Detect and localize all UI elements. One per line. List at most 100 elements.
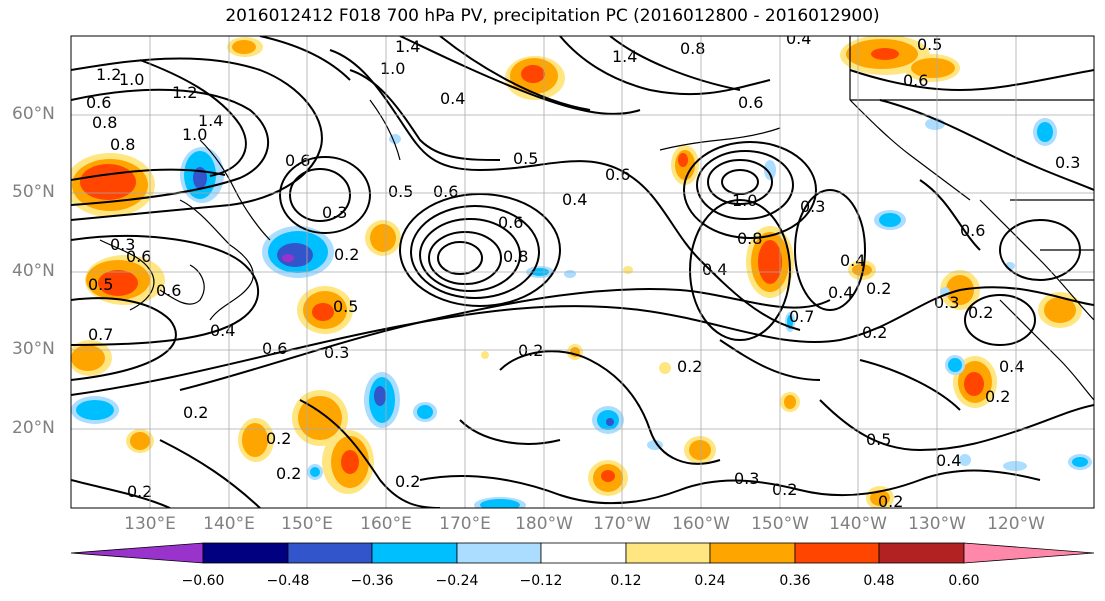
lon-label: 160°E: [360, 514, 412, 534]
contour-label: 0.6: [433, 182, 458, 201]
contour-label: 0.2: [968, 303, 993, 322]
contour-label: 0.7: [88, 325, 113, 344]
lon-label: 170°W: [593, 514, 651, 534]
contour-label: 0.5: [513, 149, 538, 168]
contour-label: 0.3: [734, 469, 759, 488]
contour-label: 0.8: [110, 135, 135, 154]
contour-label: 0.4: [840, 251, 865, 270]
colorbar-tick-label: 0.36: [779, 573, 811, 589]
contour-label: 0.3: [322, 203, 347, 222]
contour-label: 0.6: [738, 93, 763, 112]
contour-label: 1.4: [198, 111, 223, 130]
contour-label: 0.6: [498, 213, 523, 232]
contour-label: 0.5: [866, 430, 891, 449]
contour-label: 0.6: [960, 221, 985, 240]
colorbar-tick-label: −0.12: [519, 573, 563, 589]
contour-label: 0.3: [324, 343, 349, 362]
contour-label: 1.4: [612, 47, 637, 66]
lon-label: 140°E: [203, 514, 255, 534]
colorbar-tick-label: 0.24: [694, 573, 726, 589]
contour-label: 1.2: [172, 83, 197, 102]
colorbar-tick-label: 0.60: [948, 573, 980, 589]
contour-label: 0.8: [503, 247, 528, 266]
contour-label: 0.2: [772, 480, 797, 499]
colorbar-segment: [709, 542, 796, 564]
contour-label: 0.6: [605, 165, 630, 184]
lon-label: 160°W: [672, 514, 730, 534]
contour-label: 0.3: [1055, 153, 1080, 172]
contour-label: 0.2: [862, 323, 887, 342]
colorbar-tick-label: −0.24: [435, 573, 479, 589]
contour-label: 1.2: [96, 65, 121, 84]
pv-contours: [71, 36, 1094, 508]
contour-label: 0.5: [388, 182, 413, 201]
contour-label: 1.0: [732, 191, 757, 210]
colorbar-tick-label: −0.48: [266, 573, 310, 589]
contour-label: 0.4: [440, 89, 465, 108]
contour-label: 0.6: [156, 281, 181, 300]
contour-label: 0.6: [285, 151, 310, 170]
colorbar-segment: [625, 542, 711, 564]
contour-label: 0.2: [878, 492, 903, 511]
lat-label: 50°N: [12, 182, 55, 202]
lon-label: 150°E: [281, 514, 333, 534]
contour-label: 0.2: [518, 341, 543, 360]
contour-label: 0.2: [677, 357, 702, 376]
contour-label: 1.4: [395, 37, 420, 56]
contour-label: 0.2: [276, 464, 301, 483]
contour-label: 0.4: [786, 29, 811, 48]
contour-label: 0.6: [262, 339, 287, 358]
lat-label: 30°N: [12, 339, 55, 359]
contour-label: 0.2: [866, 279, 891, 298]
contour-label: 0.2: [127, 482, 152, 501]
contour-label: 0.2: [266, 429, 291, 448]
contour-label: 0.8: [92, 113, 117, 132]
contour-label: 0.4: [828, 283, 853, 302]
colorbar-tick-label: 0.48: [863, 573, 895, 589]
lon-label: 130°W: [908, 514, 966, 534]
coastlines: [99, 36, 1094, 401]
colorbar-segment: [371, 542, 458, 564]
contour-label: 0.8: [680, 39, 705, 58]
contour-label: 0.2: [985, 387, 1010, 406]
colorbar-segment: [878, 542, 965, 564]
lon-label: 150°W: [751, 514, 809, 534]
lat-label: 40°N: [12, 261, 55, 281]
contour-label: 0.3: [800, 197, 825, 216]
contour-label: 1.0: [182, 125, 207, 144]
contour-label: 1.0: [380, 59, 405, 78]
contour-label: 0.6: [86, 93, 111, 112]
lat-label: 60°N: [12, 104, 55, 124]
colorbar-tick-label: −0.36: [350, 573, 394, 589]
lon-label: 130°E: [124, 514, 176, 534]
precip-shading: [71, 36, 1092, 508]
map-frame: [70, 35, 1095, 509]
colorbar-segment: [540, 542, 627, 564]
contour-label: 1.0: [119, 70, 144, 89]
contour-label: 0.2: [334, 245, 359, 264]
contour-label: 0.4: [702, 260, 727, 279]
contour-label: 0.2: [183, 403, 208, 422]
lon-label: 120°W: [987, 514, 1045, 534]
contour-label: 0.3: [110, 235, 135, 254]
lon-label: 180°W: [515, 514, 573, 534]
colorbar: [70, 542, 1095, 564]
lon-label: 140°W: [829, 514, 887, 534]
contour-label: 0.3: [934, 293, 959, 312]
graticule: [71, 36, 1094, 508]
contour-label: 0.4: [936, 451, 961, 470]
map-title: 2016012412 F018 700 hPa PV, precipitatio…: [225, 6, 880, 26]
contour-label: 0.5: [88, 275, 113, 294]
contour-label: 0.8: [737, 229, 762, 248]
contour-label: 0.2: [395, 472, 420, 491]
contour-labels: 1.4 1.2 1.0 0.6 0.8 0.8 1.2 1.4 1.0 1.0 …: [86, 29, 1080, 511]
colorbar-segment: [456, 542, 542, 564]
contour-label: 0.5: [917, 35, 942, 54]
colorbar-segment: [70, 542, 204, 564]
contour-label: 0.4: [562, 190, 587, 209]
contour-label: 0.6: [126, 247, 151, 266]
lat-label: 20°N: [12, 418, 55, 438]
colorbar-tick-label: −0.60: [181, 573, 225, 589]
colorbar-segment: [202, 542, 289, 564]
